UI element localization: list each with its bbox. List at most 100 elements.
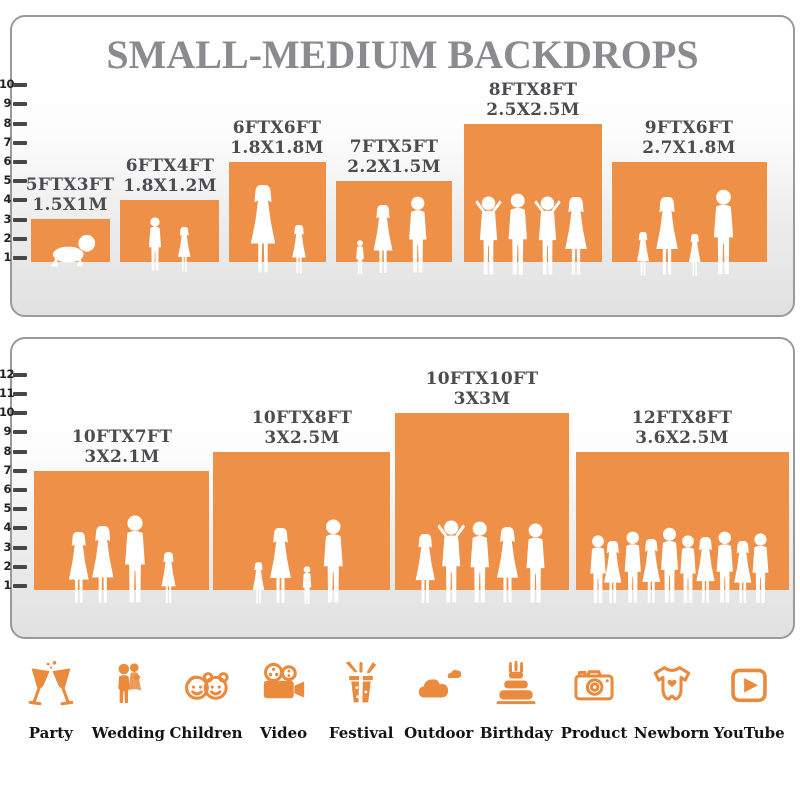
silhouette-crowd bbox=[589, 527, 768, 604]
tick-mark bbox=[13, 411, 27, 415]
category-product: Product bbox=[555, 660, 633, 742]
size-ft: 6FTX6FT bbox=[232, 118, 322, 138]
size-m: 2.5X2.5M bbox=[486, 100, 580, 120]
size-m: 3X2.5M bbox=[264, 428, 340, 448]
backdrop-bar-8x8 bbox=[464, 124, 602, 275]
tick-mark bbox=[13, 373, 27, 377]
tick-mark bbox=[13, 102, 27, 106]
category-youtube: YouTube bbox=[710, 660, 788, 742]
tick-label: 8 bbox=[3, 444, 11, 458]
page-title: SMALL-MEDIUM BACKDROPS bbox=[106, 32, 699, 77]
size-ft: 10FTX7FT bbox=[71, 427, 173, 447]
category-row: Party Wedding Childre bbox=[12, 660, 788, 742]
backdrop-bar-12x8 bbox=[576, 452, 789, 604]
backdrop-bar-6x6 bbox=[229, 162, 326, 274]
category-label: Birthday bbox=[479, 724, 553, 742]
youtube-icon bbox=[731, 668, 767, 703]
backdrop-bar-5x3 bbox=[31, 219, 110, 267]
backdrop-bar-10x7 bbox=[34, 471, 209, 604]
bar-label: 7FTX5FT 2.2X1.5M bbox=[319, 137, 469, 177]
category-label: Children bbox=[169, 724, 243, 742]
category-birthday: Birthday bbox=[478, 660, 556, 742]
silhouette-family-of-four bbox=[636, 189, 733, 276]
bar-label: 8FTX8FT 2.5X2.5M bbox=[458, 80, 608, 120]
tick-label: 10 bbox=[0, 77, 15, 91]
category-newborn: Newborn bbox=[633, 660, 711, 742]
tick-label: 1 bbox=[3, 578, 11, 592]
tick-label: 3 bbox=[3, 540, 11, 554]
backdrop-bar-10x8 bbox=[213, 452, 390, 604]
tick-label: 4 bbox=[3, 192, 11, 206]
size-ft: 5FTX3FT bbox=[25, 175, 115, 195]
tick-mark bbox=[13, 237, 27, 241]
tick-label: 8 bbox=[3, 116, 11, 130]
category-label: Festival bbox=[328, 724, 394, 742]
bar-label: 6FTX6FT 1.8X1.8M bbox=[202, 118, 352, 158]
bar-label: 5FTX3FT 1.5X1M bbox=[0, 175, 145, 215]
bar-label: 6FTX4FT 1.8X1.2M bbox=[95, 156, 245, 196]
tick-mark bbox=[13, 122, 27, 126]
product-icon bbox=[574, 670, 614, 701]
tick-label: 1 bbox=[3, 250, 11, 264]
size-m: 3.6X2.5M bbox=[635, 428, 729, 448]
tick-mark bbox=[13, 256, 27, 260]
tick-label: 5 bbox=[3, 501, 11, 515]
festival-icon bbox=[345, 661, 377, 703]
category-outdoor: Outdoor bbox=[400, 660, 478, 742]
tick-mark bbox=[13, 565, 27, 569]
silhouette-mother-and-girl bbox=[250, 185, 306, 274]
tick-label: 3 bbox=[3, 212, 11, 226]
tick-mark bbox=[13, 141, 27, 145]
tick-label: 9 bbox=[3, 424, 11, 438]
category-festival: Festival bbox=[322, 660, 400, 742]
tick-label: 11 bbox=[0, 386, 15, 400]
bar-label: 10FTX7FT 3X2.1M bbox=[42, 427, 202, 467]
tick-label: 6 bbox=[3, 482, 11, 496]
backdrop-bar-10x10 bbox=[395, 413, 569, 603]
tick-mark bbox=[13, 584, 27, 588]
tick-mark bbox=[13, 488, 27, 492]
category-label: Wedding bbox=[91, 724, 166, 742]
size-ft: 7FTX5FT bbox=[349, 137, 439, 157]
bar-label: 9FTX6FT 2.7X1.8M bbox=[614, 118, 764, 158]
size-ft: 10FTX10FT bbox=[425, 369, 539, 389]
tick-mark bbox=[13, 218, 27, 222]
silhouette-family-of-three bbox=[356, 196, 427, 274]
newborn-icon bbox=[653, 666, 690, 701]
tick-label: 4 bbox=[3, 520, 11, 534]
tick-mark bbox=[13, 526, 27, 530]
silhouette-baby-crawling bbox=[50, 234, 95, 267]
category-wedding: Wedding bbox=[90, 660, 168, 742]
category-label: YouTube bbox=[713, 724, 785, 742]
category-video: Video bbox=[245, 660, 323, 742]
tick-label: 5 bbox=[3, 173, 11, 187]
tick-label: 10 bbox=[0, 405, 15, 419]
video-icon bbox=[263, 662, 304, 699]
size-ft: 6FTX4FT bbox=[125, 156, 215, 176]
silhouette-group-of-five bbox=[415, 520, 545, 603]
category-label: Product bbox=[560, 724, 628, 742]
size-ft: 12FTX8FT bbox=[631, 408, 733, 428]
category-label: Video bbox=[260, 724, 308, 742]
tick-mark bbox=[13, 392, 27, 396]
backdrop-bar-7x5 bbox=[336, 181, 452, 274]
silhouette-two-children bbox=[148, 217, 190, 272]
tick-mark bbox=[13, 507, 27, 511]
backdrop-bar-6x4 bbox=[120, 200, 219, 272]
bar-label: 12FTX8FT 3.6X2.5M bbox=[602, 408, 762, 448]
size-m: 2.7X1.8M bbox=[642, 138, 736, 158]
size-m: 2.2X1.5M bbox=[347, 157, 441, 177]
tick-label: 9 bbox=[3, 96, 11, 110]
silhouette-group-of-four-adults bbox=[475, 193, 587, 275]
tick-mark bbox=[13, 179, 27, 183]
party-icon bbox=[28, 660, 74, 706]
category-children: Children bbox=[167, 660, 245, 742]
backdrop-bar-9x6 bbox=[612, 162, 767, 276]
size-m: 1.5X1M bbox=[32, 195, 108, 215]
tick-label: 6 bbox=[3, 154, 11, 168]
panel-small-backdrops: SMALL-MEDIUM BACKDROPS 10 9 8 7 6 5 4 3 … bbox=[0, 15, 795, 317]
children-icon bbox=[185, 672, 229, 700]
birthday-icon bbox=[496, 660, 536, 705]
tick-mark bbox=[13, 430, 27, 434]
